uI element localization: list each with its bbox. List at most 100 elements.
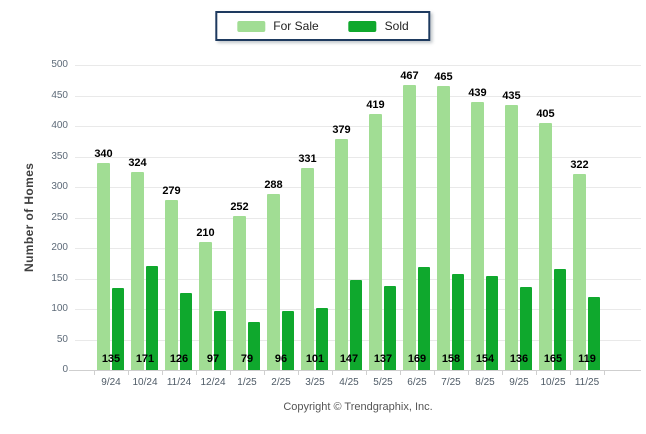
bar-for-sale (165, 199, 178, 370)
x-axis-label: 11/24 (166, 377, 192, 388)
bar-for-sale (301, 168, 314, 370)
bar-for-sale (233, 216, 246, 370)
sold-value-label: 97 (206, 353, 220, 365)
x-axis-label: 9/25 (509, 377, 529, 388)
for-sale-value-label: 324 (128, 157, 147, 170)
bar-sold (486, 276, 498, 370)
for-sale-value-label: 465 (434, 71, 453, 84)
for-sale-value-label: 331 (298, 153, 317, 166)
x-axis-tick (128, 371, 129, 375)
y-axis-tick-label: 300 (51, 181, 68, 192)
x-axis-label: 10/24 (132, 377, 158, 388)
x-axis-tick (468, 371, 469, 375)
sold-value-label: 101 (305, 353, 325, 365)
bar-sold (146, 265, 158, 370)
x-axis-label: 11/25 (574, 377, 600, 388)
gridline (75, 126, 641, 127)
for-sale-value-label: 435 (502, 89, 521, 102)
for-sale-value-label: 279 (162, 184, 181, 197)
x-axis-tick (366, 371, 367, 375)
x-axis-tick (230, 371, 231, 375)
gridline (75, 248, 641, 249)
y-axis-tick-label: 500 (51, 59, 68, 70)
legend-label-sold: Sold (384, 19, 409, 33)
bar-for-sale (267, 194, 280, 370)
bar-for-sale (403, 85, 416, 370)
y-axis-tick-label: 450 (51, 89, 68, 101)
bar-for-sale (131, 172, 144, 370)
sold-value-label: 154 (475, 353, 495, 365)
bar-for-sale (505, 104, 518, 370)
sold-value-label: 79 (240, 353, 254, 365)
x-axis-label: 1/25 (237, 377, 257, 388)
legend-label-for-sale: For Sale (273, 19, 319, 33)
bar-sold (112, 287, 124, 370)
bar-for-sale (199, 241, 212, 370)
y-axis-tick-label: 50 (56, 333, 68, 345)
bar-sold (180, 293, 192, 370)
sold-value-label: 171 (135, 353, 155, 365)
bar-sold (418, 266, 430, 370)
for-sale-value-label: 405 (536, 107, 555, 120)
gridline (75, 156, 641, 158)
x-axis-tick (502, 371, 503, 375)
bar-sold (520, 287, 532, 370)
y-axis-tick-label: 0 (62, 364, 68, 375)
gridline (75, 95, 641, 97)
bar-sold (452, 273, 464, 370)
bar-sold (214, 310, 226, 370)
gridline (75, 187, 641, 188)
sold-value-label: 135 (101, 353, 121, 365)
copyright-text: Copyright © Trendgraphix, Inc. (283, 401, 433, 413)
x-axis-tick (536, 371, 537, 375)
sold-value-label: 96 (274, 353, 288, 365)
x-axis-tick (332, 371, 333, 375)
bar-for-sale (369, 114, 382, 370)
x-axis-label: 3/25 (305, 377, 325, 388)
bar-for-sale (437, 86, 450, 370)
gridline (75, 217, 641, 219)
bar-sold (384, 286, 396, 370)
bar-sold (282, 311, 294, 370)
legend-item-for-sale: For Sale (237, 19, 319, 33)
sold-value-label: 126 (169, 353, 189, 365)
for-sale-value-label: 379 (332, 123, 351, 136)
bar-for-sale (335, 138, 348, 370)
x-axis-label: 9/24 (101, 377, 121, 388)
x-axis-tick (196, 371, 197, 375)
x-axis-tick (604, 371, 605, 375)
gridline (75, 65, 641, 66)
bar-for-sale (573, 173, 586, 370)
sold-value-label: 169 (407, 353, 427, 365)
x-axis-tick (298, 371, 299, 375)
sold-value-label: 165 (543, 353, 563, 365)
x-axis-line (69, 370, 641, 371)
x-axis-label: 6/25 (407, 377, 427, 388)
bar-sold (588, 297, 600, 370)
bar-for-sale (539, 122, 552, 370)
x-axis-tick (162, 371, 163, 375)
for-sale-value-label: 210 (196, 226, 215, 239)
y-axis-tick-label: 100 (51, 303, 68, 314)
x-axis-tick (94, 371, 95, 375)
x-axis-tick (434, 371, 435, 375)
y-axis-tick-label: 400 (51, 120, 68, 131)
bar-sold (350, 280, 362, 370)
sold-value-label: 147 (339, 353, 359, 365)
legend-item-sold: Sold (348, 19, 409, 33)
for-sale-value-label: 322 (570, 158, 589, 171)
for-sale-value-label: 419 (366, 99, 385, 112)
y-axis-tick-label: 150 (51, 272, 68, 284)
bar-sold (554, 269, 566, 370)
bar-sold (316, 308, 328, 370)
x-axis-label: 2/25 (271, 377, 291, 388)
x-axis-label: 8/25 (475, 377, 495, 388)
for-sale-value-label: 439 (468, 87, 487, 100)
sold-swatch-icon (348, 20, 377, 32)
bar-sold (248, 321, 260, 370)
x-axis-tick (264, 371, 265, 375)
y-axis-tick-label: 200 (51, 242, 68, 253)
sold-value-label: 136 (509, 353, 529, 365)
bar-for-sale (471, 102, 484, 370)
